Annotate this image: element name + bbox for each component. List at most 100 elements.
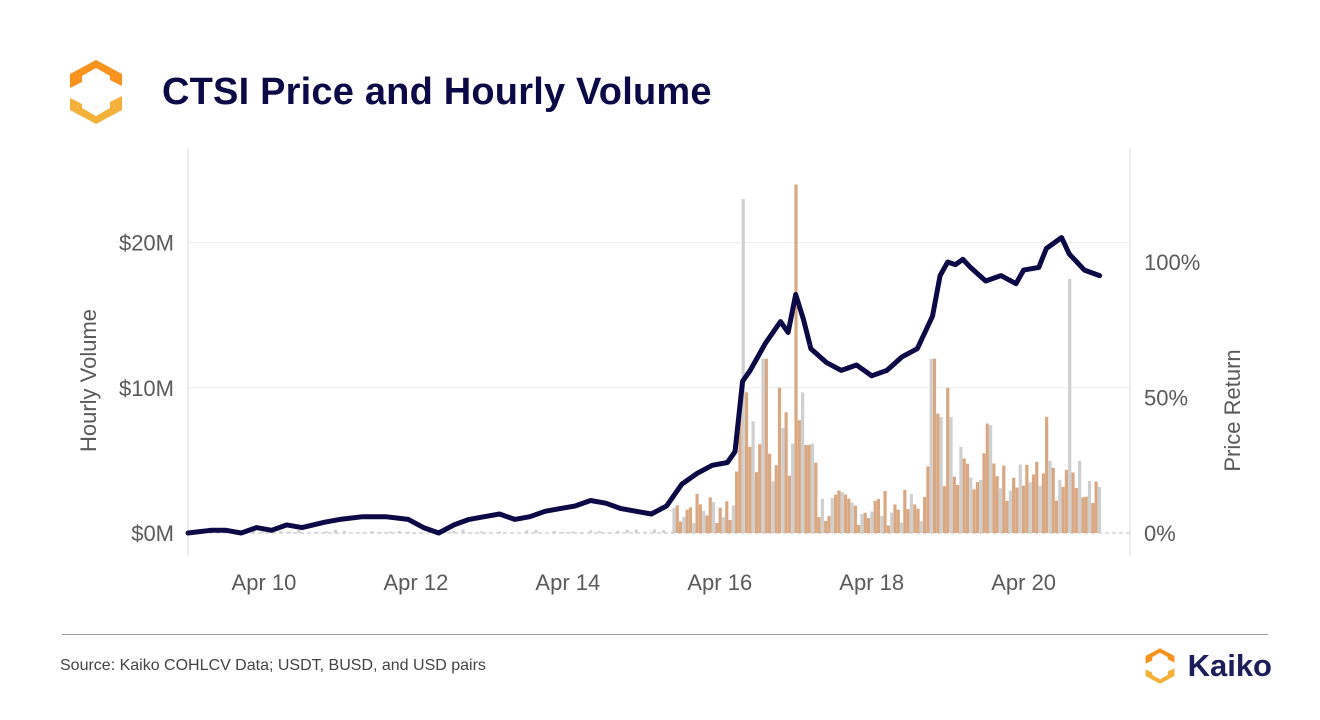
volume-bar bbox=[748, 446, 752, 533]
volume-bar bbox=[883, 491, 887, 533]
volume-bar bbox=[682, 516, 686, 533]
volume-bar bbox=[827, 515, 831, 533]
volume-bar bbox=[791, 443, 795, 533]
chart-area: $0M $10M $20M 0% 50% 100% Apr 10 Apr 12 Apr 14 Ap… bbox=[76, 148, 1245, 595]
volume-bar bbox=[1074, 487, 1078, 533]
volume-bar bbox=[705, 515, 709, 533]
volume-bar bbox=[886, 525, 890, 533]
volume-bar bbox=[797, 420, 801, 533]
volume-bar bbox=[725, 501, 729, 533]
volume-bar bbox=[260, 531, 264, 533]
volume-bar bbox=[1038, 485, 1042, 533]
volume-bar bbox=[315, 531, 319, 533]
volume-bar bbox=[333, 529, 337, 533]
volume-bar bbox=[643, 531, 647, 533]
volume-bar bbox=[965, 463, 970, 533]
y-tick-label-left: $20M bbox=[119, 231, 174, 256]
volume-bar bbox=[297, 529, 301, 533]
volume-bar bbox=[607, 532, 611, 533]
volume-bar bbox=[923, 496, 927, 533]
volume-bar bbox=[1025, 464, 1029, 533]
volume-bar bbox=[781, 428, 785, 533]
volume-bar bbox=[672, 507, 676, 533]
volume-bar bbox=[768, 453, 772, 533]
volume-bar bbox=[711, 501, 716, 533]
volume-bar bbox=[1087, 480, 1092, 533]
volume-bar bbox=[956, 484, 960, 533]
volume-bar bbox=[288, 531, 292, 533]
volume-bar bbox=[919, 521, 923, 533]
y-tick-label-left: $0M bbox=[131, 521, 174, 546]
volume-bar bbox=[916, 508, 920, 533]
volume-bar bbox=[873, 500, 877, 533]
volume-bar bbox=[1008, 490, 1012, 533]
volume-bar bbox=[946, 387, 950, 533]
volume-bar bbox=[598, 531, 602, 533]
volume-bar bbox=[251, 530, 255, 533]
volume-bar bbox=[1035, 461, 1039, 533]
volume-bar bbox=[731, 505, 735, 533]
volume-bar bbox=[1084, 496, 1088, 533]
volume-bar bbox=[1054, 500, 1059, 533]
volume-bar bbox=[1094, 481, 1098, 533]
volume-bar bbox=[988, 425, 993, 533]
x-tick-label: Apr 20 bbox=[991, 570, 1056, 595]
volume-bar bbox=[972, 489, 976, 533]
source-note: Source: Kaiko COHLCV Data; USDT, BUSD, a… bbox=[60, 657, 486, 674]
volume-bar bbox=[361, 532, 365, 533]
volume-bar bbox=[561, 531, 565, 533]
volume-bar bbox=[985, 423, 989, 533]
volume-bar bbox=[758, 444, 762, 533]
volume-bar bbox=[675, 505, 679, 533]
header: CTSI Price and Hourly Volume bbox=[60, 56, 712, 128]
volume-bar bbox=[580, 532, 584, 533]
volume-bar bbox=[959, 446, 963, 533]
volume-bar bbox=[570, 531, 574, 533]
volume-bar bbox=[866, 517, 871, 533]
volume-bar bbox=[857, 524, 861, 533]
volume-bar bbox=[525, 530, 529, 533]
volume-bar bbox=[774, 465, 778, 533]
volume-bar bbox=[738, 393, 742, 533]
volume-bar bbox=[306, 532, 310, 533]
page-title: CTSI Price and Hourly Volume bbox=[162, 70, 712, 113]
brand: Kaiko bbox=[1140, 646, 1272, 686]
volume-bar bbox=[1045, 416, 1049, 533]
volume-bar bbox=[692, 522, 696, 533]
volume-bar bbox=[342, 530, 346, 533]
x-tick-label: Apr 10 bbox=[232, 570, 297, 595]
volume-bar bbox=[979, 479, 983, 533]
volume-bar bbox=[936, 413, 940, 533]
volume-bar bbox=[870, 511, 874, 533]
volume-bar bbox=[837, 490, 841, 533]
volume-bar bbox=[279, 530, 283, 533]
volume-bar bbox=[830, 497, 834, 533]
volume-bar bbox=[926, 466, 930, 533]
volume-bar bbox=[787, 475, 792, 533]
volume-bar bbox=[807, 444, 811, 533]
price-line bbox=[185, 235, 1103, 536]
kaiko-logo-icon bbox=[1145, 648, 1175, 684]
volume-bar bbox=[1028, 482, 1032, 533]
y-axis-label-right: Price Return bbox=[1220, 349, 1245, 471]
volume-bar bbox=[751, 421, 755, 533]
volume-bar bbox=[1012, 477, 1016, 533]
x-tick-label: Apr 14 bbox=[535, 570, 600, 595]
volume-bar bbox=[860, 513, 864, 533]
volume-bar bbox=[671, 531, 675, 533]
volume-bar bbox=[853, 505, 857, 533]
volume-bar bbox=[695, 493, 699, 533]
volume-bar bbox=[817, 517, 821, 533]
volume-bar bbox=[735, 471, 739, 533]
volume-bar bbox=[685, 509, 689, 533]
volume-bar bbox=[939, 417, 943, 533]
volume-bar bbox=[1031, 474, 1036, 533]
volume-bar bbox=[1005, 500, 1009, 533]
volume-bar bbox=[969, 477, 973, 533]
volume-bar bbox=[801, 392, 805, 533]
volume-bar bbox=[876, 498, 881, 533]
volume-bar bbox=[534, 529, 538, 533]
volume-bar bbox=[589, 530, 593, 533]
volume-bar bbox=[1002, 465, 1006, 533]
volume-bar bbox=[452, 530, 456, 533]
